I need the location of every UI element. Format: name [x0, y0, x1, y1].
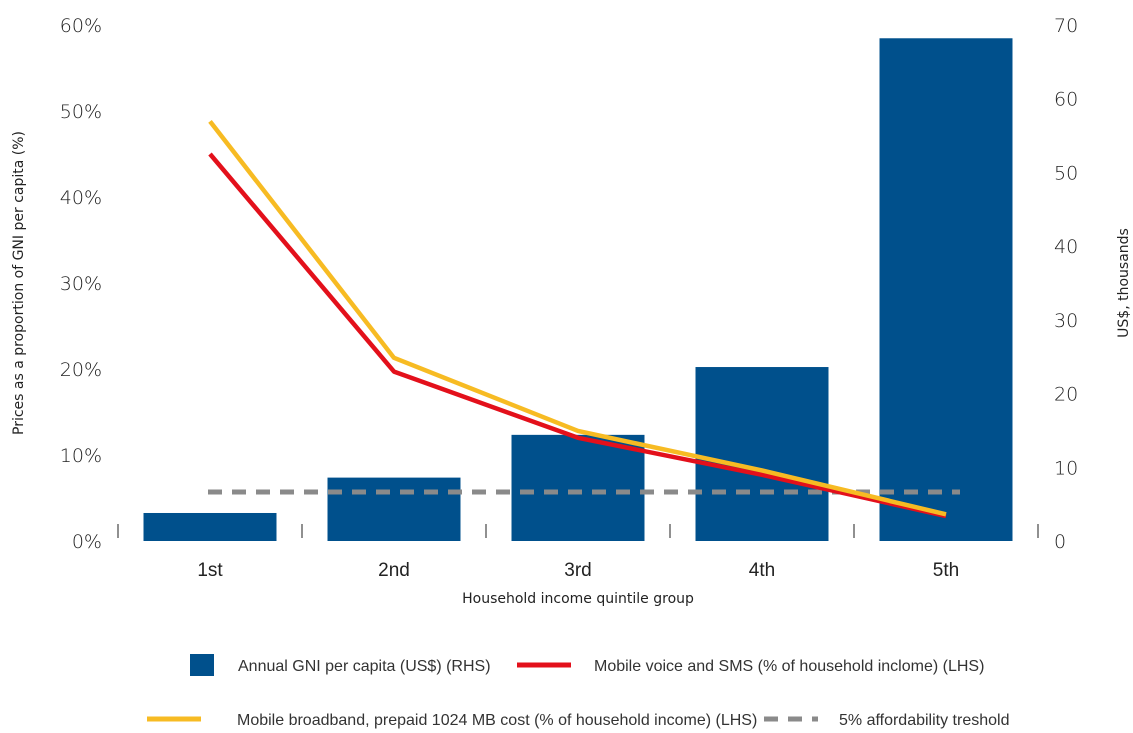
- bar-1st: [143, 512, 277, 541]
- bar-5th: [879, 38, 1013, 542]
- bar-4th: [695, 367, 829, 541]
- right-tick-label: 30: [1054, 310, 1078, 332]
- legend: Annual GNI per capita (US$) (RHS) Mobile…: [147, 654, 1009, 729]
- left-tick-label: 60%: [60, 15, 102, 37]
- left-tick-label: 0%: [72, 531, 102, 553]
- right-tick-label: 60: [1054, 89, 1078, 111]
- right-tick-label: 70: [1054, 15, 1078, 37]
- right-axis-title: US$, thousands: [1116, 228, 1132, 338]
- category-label-2nd: 2nd: [378, 560, 410, 581]
- legend-label-threshold: 5% affordability treshold: [839, 712, 1009, 729]
- category-labels: 1st 2nd 3rd 4th 5th: [197, 560, 959, 581]
- category-label-3rd: 3rd: [564, 560, 591, 581]
- left-tick-label: 50%: [60, 101, 102, 123]
- legend-label-voice: Mobile voice and SMS (% of household inc…: [594, 658, 984, 675]
- x-axis-title: Household income quintile group: [462, 591, 694, 607]
- bar-2nd: [327, 477, 461, 541]
- legend-label-gni: Annual GNI per capita (US$) (RHS): [238, 658, 491, 675]
- left-axis-ticks: 0% 10% 20% 30% 40% 50% 60%: [60, 15, 102, 553]
- category-label-5th: 5th: [933, 560, 959, 581]
- left-axis-title: Prices as a proportion of GNI per capita…: [11, 131, 27, 435]
- lines-group: [208, 119, 947, 519]
- left-tick-label: 10%: [60, 445, 102, 467]
- x-tick-marks: [117, 524, 1039, 538]
- right-tick-label: 40: [1054, 236, 1078, 258]
- category-label-1st: 1st: [197, 560, 223, 581]
- bars-group: [143, 38, 1013, 542]
- left-tick-label: 20%: [60, 359, 102, 381]
- category-label-4th: 4th: [749, 560, 775, 581]
- right-axis-ticks: 0 10 20 30 40 50 60 70: [1054, 15, 1078, 553]
- right-tick-label: 20: [1054, 384, 1078, 406]
- right-tick-label: 50: [1054, 162, 1078, 184]
- bar-3rd: [511, 434, 645, 541]
- right-tick-label: 0: [1054, 531, 1066, 553]
- left-tick-label: 30%: [60, 273, 102, 295]
- legend-swatch-bar: [190, 654, 214, 676]
- left-tick-label: 40%: [60, 187, 102, 209]
- legend-label-broadband: Mobile broadband, prepaid 1024 MB cost (…: [237, 712, 757, 729]
- right-tick-label: 10: [1054, 457, 1078, 479]
